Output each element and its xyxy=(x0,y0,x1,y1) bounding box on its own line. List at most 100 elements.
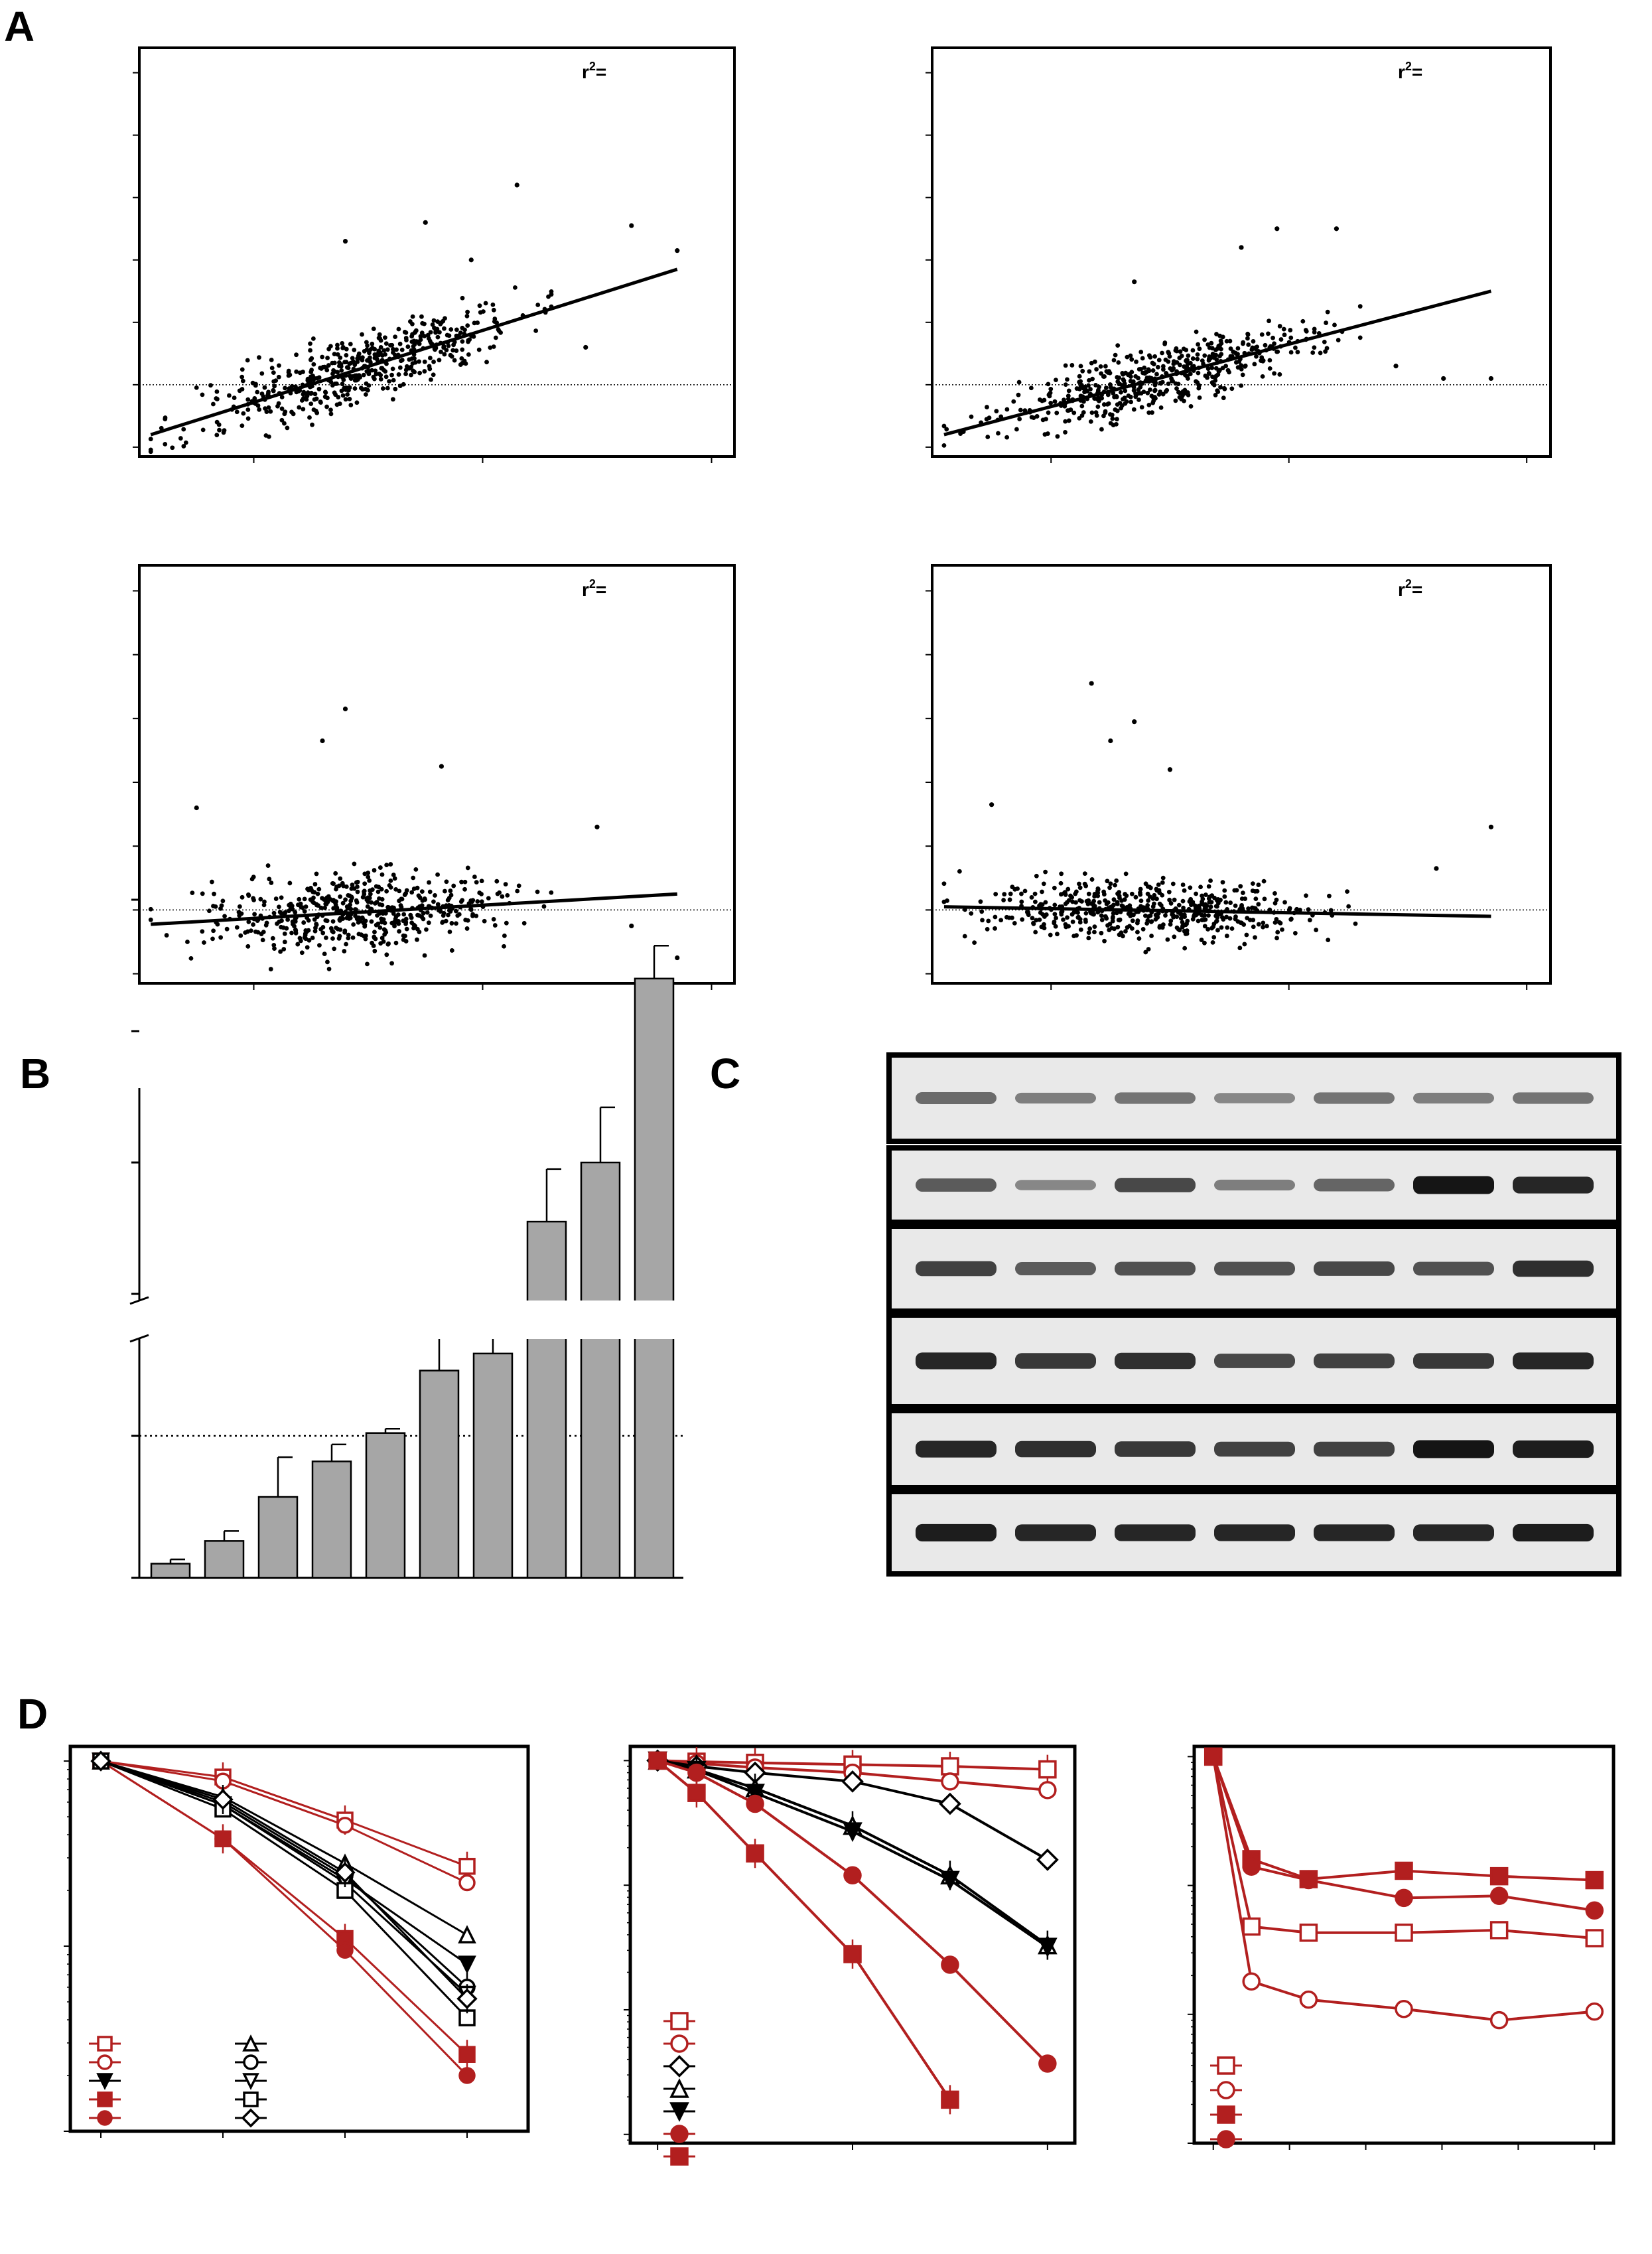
data-point xyxy=(365,358,370,363)
data-point xyxy=(1113,407,1118,412)
data-point xyxy=(339,368,344,373)
survival-plot-survival-dose xyxy=(64,1744,530,2138)
marker-square xyxy=(458,2046,476,2063)
r-squared-prefix: r xyxy=(1398,62,1405,82)
data-point xyxy=(1189,902,1194,908)
data-point xyxy=(1263,342,1268,348)
data-point xyxy=(1109,904,1115,909)
bar xyxy=(150,1563,191,1579)
data-point xyxy=(403,891,408,896)
data-point xyxy=(479,879,484,884)
data-point xyxy=(675,248,680,253)
data-point xyxy=(1135,918,1140,923)
data-point xyxy=(303,933,308,938)
data-point xyxy=(379,936,385,941)
data-point xyxy=(491,344,496,349)
data-point xyxy=(220,898,226,904)
data-point xyxy=(1077,885,1083,890)
data-point xyxy=(1328,908,1334,913)
data-point xyxy=(1215,898,1219,903)
data-point xyxy=(1152,388,1157,393)
data-point xyxy=(285,425,290,431)
data-point xyxy=(1129,357,1135,362)
data-point xyxy=(1076,914,1081,920)
data-point xyxy=(421,910,426,916)
data-point xyxy=(272,384,277,389)
data-point xyxy=(1119,930,1124,936)
data-point xyxy=(1220,334,1225,340)
data-point xyxy=(371,326,376,332)
data-point xyxy=(1008,891,1013,896)
data-point xyxy=(1066,418,1071,423)
data-point xyxy=(253,383,258,388)
data-point xyxy=(969,414,974,419)
data-point xyxy=(266,405,271,410)
data-point xyxy=(338,364,344,369)
data-point xyxy=(1277,324,1282,328)
data-point xyxy=(1128,353,1133,358)
data-point xyxy=(210,879,214,884)
data-point xyxy=(420,898,425,903)
data-point xyxy=(987,415,992,421)
data-point xyxy=(1135,930,1140,935)
marker-circle xyxy=(1489,1886,1509,1906)
marker-circle xyxy=(336,1941,354,1959)
data-point xyxy=(337,917,342,922)
data-point xyxy=(430,322,435,327)
data-point xyxy=(1150,896,1156,901)
data-point xyxy=(318,905,324,910)
data-point xyxy=(1217,343,1223,348)
protein-band xyxy=(1115,1261,1196,1276)
data-point xyxy=(1131,407,1136,412)
data-point xyxy=(491,916,496,922)
data-point xyxy=(1079,403,1085,409)
data-point xyxy=(1273,900,1278,906)
data-point xyxy=(365,343,370,348)
data-point xyxy=(1040,912,1046,917)
data-point xyxy=(372,868,377,873)
data-point xyxy=(1300,318,1306,324)
data-point xyxy=(344,352,349,358)
data-point xyxy=(1256,882,1261,887)
data-point xyxy=(1146,947,1151,951)
data-point xyxy=(183,440,188,445)
axis-break-gap xyxy=(119,1301,690,1339)
data-point xyxy=(1209,380,1215,385)
data-point xyxy=(1092,396,1097,401)
data-point xyxy=(362,881,368,886)
data-point xyxy=(1357,304,1363,309)
data-point xyxy=(1077,374,1082,379)
data-point xyxy=(413,328,419,333)
data-point xyxy=(1086,891,1091,896)
data-point xyxy=(1069,363,1075,368)
data-point xyxy=(1178,349,1183,354)
data-point xyxy=(1195,352,1200,357)
marker-square xyxy=(1395,1924,1413,1942)
data-point xyxy=(360,387,365,392)
data-point xyxy=(1186,392,1191,397)
data-point xyxy=(1052,399,1058,404)
data-point xyxy=(1201,913,1206,918)
data-point xyxy=(1188,403,1194,409)
marker-circle xyxy=(1217,2081,1235,2099)
marker-circle xyxy=(243,2054,259,2070)
data-point xyxy=(410,314,415,319)
data-point xyxy=(1277,372,1282,377)
data-point xyxy=(320,925,326,930)
data-point xyxy=(309,356,314,361)
data-point xyxy=(1144,921,1150,926)
data-point xyxy=(1345,889,1349,894)
data-point xyxy=(1176,382,1181,387)
data-point xyxy=(1187,899,1192,904)
data-point xyxy=(390,366,395,372)
data-point xyxy=(1073,900,1078,905)
marker-diamond xyxy=(456,1988,478,2009)
data-point xyxy=(314,410,320,415)
data-point xyxy=(325,356,330,360)
data-point xyxy=(1156,888,1162,893)
data-point xyxy=(1113,352,1118,358)
marker-triangle-up xyxy=(669,2078,689,2098)
data-point xyxy=(1210,374,1215,380)
data-point xyxy=(1194,379,1198,384)
